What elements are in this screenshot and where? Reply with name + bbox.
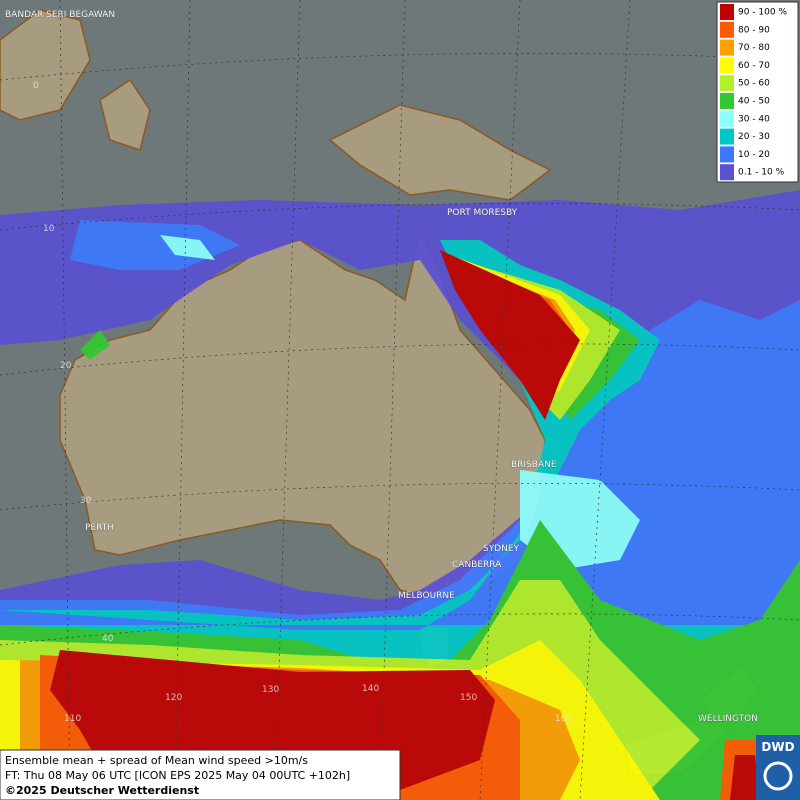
legend-swatch	[720, 128, 734, 145]
legend-swatch	[720, 146, 734, 163]
legend-label: 10 - 20	[738, 150, 770, 160]
legend-swatch	[720, 110, 734, 127]
city-label: BRISBANE	[511, 460, 557, 470]
footer-box	[0, 749, 401, 800]
legend-label: 40 - 50	[738, 97, 770, 107]
labels: BANDAR SERI BEGAWAN PORT MORESBY BRISBANE P…	[5, 10, 758, 724]
legend-swatch	[720, 21, 734, 38]
footer-line: ©2025 Deutscher Wetterdienst	[5, 784, 199, 797]
legend-swatch	[720, 75, 734, 92]
grid-label: 110	[64, 714, 81, 724]
grid-label: 10	[43, 224, 55, 234]
city-label: WELLINGTON	[698, 714, 758, 724]
grid-label: 0	[33, 81, 39, 91]
grid-label: 160	[555, 714, 572, 724]
city-label: CANBERRA	[452, 560, 502, 570]
legend-label: 20 - 30	[738, 132, 770, 142]
city-label: BANDAR SERI BEGAWAN	[5, 10, 115, 20]
grid-label: 30	[80, 496, 92, 506]
grid-label: 130	[262, 685, 279, 695]
legend-swatch	[720, 57, 734, 74]
city-label: SYDNEY	[483, 544, 520, 554]
footer-line: FT: Thu 08 May 06 UTC [ICON EPS 2025 May…	[5, 769, 350, 782]
legend-label: 70 - 80	[738, 43, 770, 53]
legend-label: 80 - 90	[738, 25, 770, 35]
legend-label: 90 - 100 %	[738, 8, 787, 18]
legend-swatch	[720, 93, 734, 109]
city-label: MELBOURNE	[398, 591, 455, 601]
legend-swatch	[720, 4, 734, 20]
city-label: PERTH	[85, 523, 114, 533]
grid-label: 40	[102, 634, 114, 644]
land	[0, 9, 761, 776]
grid-label: 140	[362, 684, 379, 694]
footer-line: Ensemble mean + spread of Mean wind spee…	[5, 754, 308, 767]
legend-label: 30 - 40	[738, 114, 770, 124]
grid-label: 150	[460, 693, 477, 703]
logo-text: DWD	[761, 740, 794, 754]
city-label: PORT MORESBY	[447, 208, 518, 218]
legend-swatch	[720, 164, 734, 181]
logo-icon	[763, 761, 793, 791]
legend-label: 50 - 60	[738, 79, 770, 89]
legend-swatch	[720, 39, 734, 56]
grid-label: 20	[60, 361, 72, 371]
probability-field	[0, 190, 800, 800]
legend-label: 0.1 - 10 %	[738, 168, 785, 178]
legend-label: 60 - 70	[738, 61, 770, 71]
grid-label: 120	[165, 693, 182, 703]
legend: 90 - 100 % 80 - 90 70 - 80 60 - 70 50 - 60 40…	[716, 1, 799, 183]
